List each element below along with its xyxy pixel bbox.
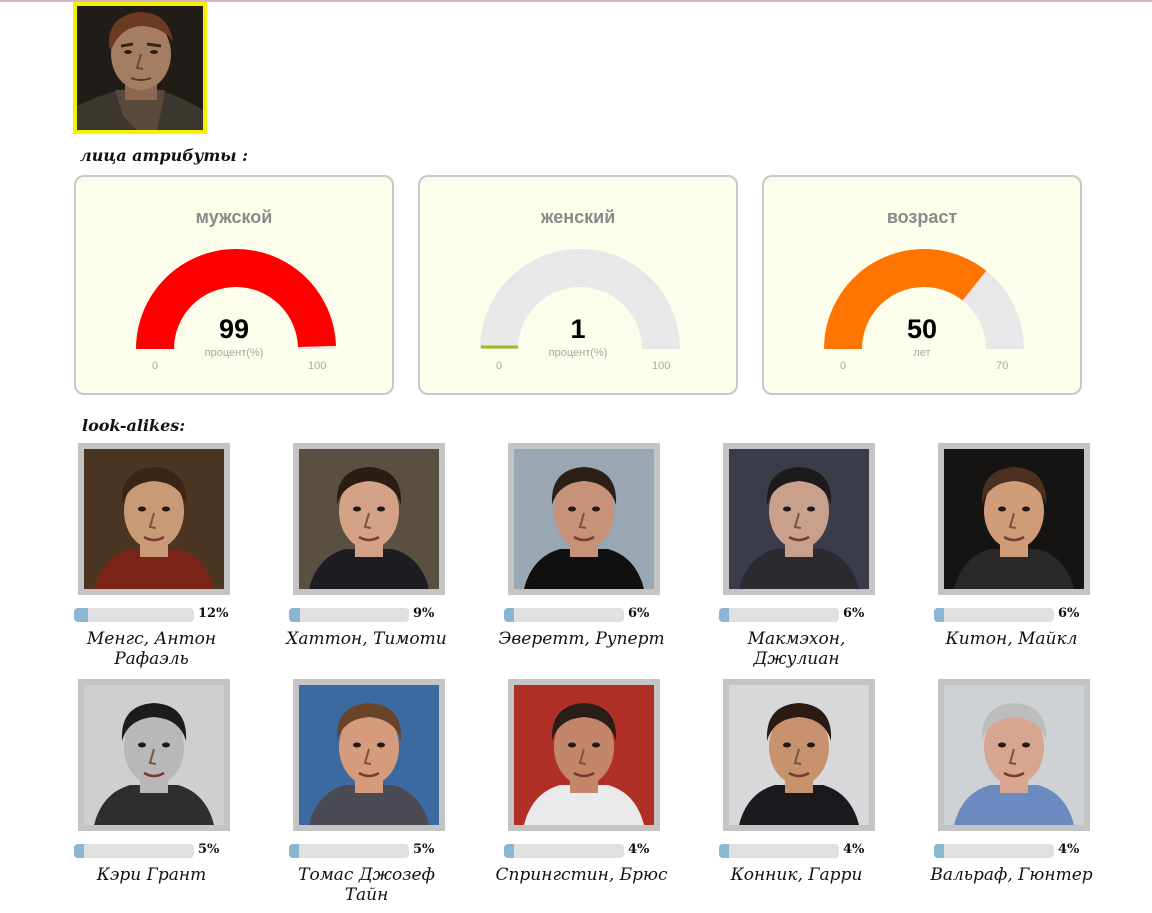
gauge-title: женский bbox=[540, 207, 616, 227]
lookalike-photo[interactable] bbox=[938, 443, 1090, 595]
similarity-bar bbox=[74, 844, 194, 858]
face-portrait-image bbox=[514, 685, 654, 825]
gauge-max-label: 70 bbox=[996, 360, 1009, 372]
lookalike-name[interactable]: Вальраф, Гюнтер bbox=[930, 865, 1093, 885]
similarity-bar-fill bbox=[74, 608, 89, 622]
similarity-percent: 6% bbox=[628, 606, 650, 621]
similarity-bar bbox=[504, 608, 624, 622]
gauge-unit: процент(%) bbox=[204, 347, 264, 359]
gauge-value: 99 bbox=[218, 314, 250, 344]
similarity-bar-fill bbox=[934, 608, 944, 622]
gauge-arc bbox=[136, 249, 336, 349]
similarity-bar-fill bbox=[719, 608, 729, 622]
lookalike-name[interactable]: Конник, Гарри bbox=[730, 865, 863, 885]
lookalike-name[interactable]: Макмэхон, Джулиан bbox=[747, 629, 846, 669]
lookalikes-heading: look-alikes: bbox=[82, 416, 186, 435]
lookalike-name[interactable]: Китон, Майкл bbox=[945, 629, 1078, 649]
similarity-bar bbox=[504, 844, 624, 858]
lookalike-card[interactable]: 6% Макмэхон, Джулиан bbox=[719, 443, 889, 669]
top-divider bbox=[0, 0, 1152, 2]
lookalike-card[interactable]: 5% Томас Джозеф Тайн bbox=[289, 679, 459, 905]
face-portrait-image bbox=[299, 449, 439, 589]
similarity-bar bbox=[719, 608, 839, 622]
similarity-bar bbox=[934, 608, 1054, 622]
attributes-heading: лица атрибуты : bbox=[80, 146, 249, 165]
face-portrait-image bbox=[944, 685, 1084, 825]
face-portrait-image bbox=[84, 685, 224, 825]
face-portrait-image bbox=[729, 685, 869, 825]
similarity-percent: 6% bbox=[843, 606, 865, 621]
gauge-unit: процент(%) bbox=[548, 347, 608, 359]
gauge-min-label: 0 bbox=[496, 360, 503, 372]
face-portrait-image bbox=[729, 449, 869, 589]
gauge-title: возраст bbox=[886, 207, 958, 227]
similarity-bar bbox=[934, 844, 1054, 858]
similarity-percent: 4% bbox=[843, 842, 865, 857]
gauge-max-label: 100 bbox=[652, 360, 671, 372]
face-portrait-image bbox=[77, 6, 203, 130]
lookalike-card[interactable]: 6% Китон, Майкл bbox=[934, 443, 1104, 653]
similarity-bar bbox=[719, 844, 839, 858]
lookalike-photo[interactable] bbox=[938, 679, 1090, 831]
lookalike-photo[interactable] bbox=[508, 679, 660, 831]
lookalike-photo[interactable] bbox=[293, 679, 445, 831]
gauge-min-label: 0 bbox=[152, 360, 159, 372]
face-portrait-image bbox=[944, 449, 1084, 589]
lookalike-name[interactable]: Хаттон, Тимоти bbox=[286, 629, 447, 649]
lookalike-card[interactable]: 4% Конник, Гарри bbox=[719, 679, 889, 889]
lookalike-name[interactable]: Томас Джозеф Тайн bbox=[298, 865, 435, 905]
similarity-percent: 4% bbox=[628, 842, 650, 857]
lookalike-photo[interactable] bbox=[293, 443, 445, 595]
similarity-percent: 12% bbox=[198, 606, 229, 621]
face-portrait-image bbox=[514, 449, 654, 589]
gauge-title: мужской bbox=[195, 207, 273, 227]
lookalike-card[interactable]: 4% Вальраф, Гюнтер bbox=[930, 679, 1104, 889]
lookalike-card[interactable]: 4% Спрингстин, Брюс bbox=[495, 679, 674, 889]
gauge-max-label: 100 bbox=[308, 360, 327, 372]
lookalike-name[interactable]: Спрингстин, Брюс bbox=[495, 865, 668, 885]
gauge-card-age: возраст 50 лет 0 70 bbox=[762, 175, 1082, 395]
similarity-bar bbox=[289, 844, 409, 858]
gauge-card-male: мужской 99 процент(%) 0 100 bbox=[74, 175, 394, 395]
gauge-value: 1 bbox=[570, 314, 586, 344]
gauge-value: 50 bbox=[906, 314, 938, 344]
similarity-bar-fill bbox=[289, 608, 300, 622]
gauge-fill bbox=[136, 249, 336, 349]
similarity-percent: 9% bbox=[413, 606, 435, 621]
similarity-bar-fill bbox=[719, 844, 729, 858]
similarity-bar-fill bbox=[504, 608, 514, 622]
lookalike-card[interactable]: 12% Менгс, Антон Рафаэль bbox=[74, 443, 244, 669]
gauge-card-female: женский 1 процент(%) 0 100 bbox=[418, 175, 738, 395]
gauge-fill bbox=[824, 249, 987, 349]
lookalike-photo[interactable] bbox=[723, 443, 875, 595]
lookalike-card[interactable]: 5% Кэри Грант bbox=[74, 679, 244, 889]
similarity-bar-fill bbox=[289, 844, 299, 858]
similarity-bar-fill bbox=[934, 844, 944, 858]
similarity-percent: 5% bbox=[198, 842, 220, 857]
gauge-arc bbox=[480, 249, 680, 349]
lookalike-card[interactable]: 6% Эверетт, Руперт bbox=[498, 443, 674, 653]
gauge-min-label: 0 bbox=[840, 360, 847, 372]
face-portrait-image bbox=[84, 449, 224, 589]
gauge-arc bbox=[824, 249, 1024, 349]
similarity-bar-fill bbox=[504, 844, 514, 858]
similarity-bar bbox=[289, 608, 409, 622]
similarity-percent: 5% bbox=[413, 842, 435, 857]
similarity-bar bbox=[74, 608, 194, 622]
gauge-track bbox=[480, 249, 680, 349]
lookalike-name[interactable]: Менгс, Антон Рафаэль bbox=[86, 629, 217, 669]
lookalike-name[interactable]: Эверетт, Руперт bbox=[498, 629, 665, 649]
gauge-unit: лет bbox=[913, 347, 931, 359]
lookalike-photo[interactable] bbox=[78, 443, 230, 595]
lookalike-name[interactable]: Кэри Грант bbox=[96, 865, 207, 885]
similarity-percent: 4% bbox=[1058, 842, 1080, 857]
similarity-bar-fill bbox=[74, 844, 84, 858]
lookalike-photo[interactable] bbox=[723, 679, 875, 831]
lookalike-card[interactable]: 9% Хаттон, Тимоти bbox=[286, 443, 459, 653]
lookalike-photo[interactable] bbox=[78, 679, 230, 831]
face-portrait-image bbox=[299, 685, 439, 825]
lookalike-photo[interactable] bbox=[508, 443, 660, 595]
uploaded-face-photo bbox=[73, 2, 207, 134]
similarity-percent: 6% bbox=[1058, 606, 1080, 621]
